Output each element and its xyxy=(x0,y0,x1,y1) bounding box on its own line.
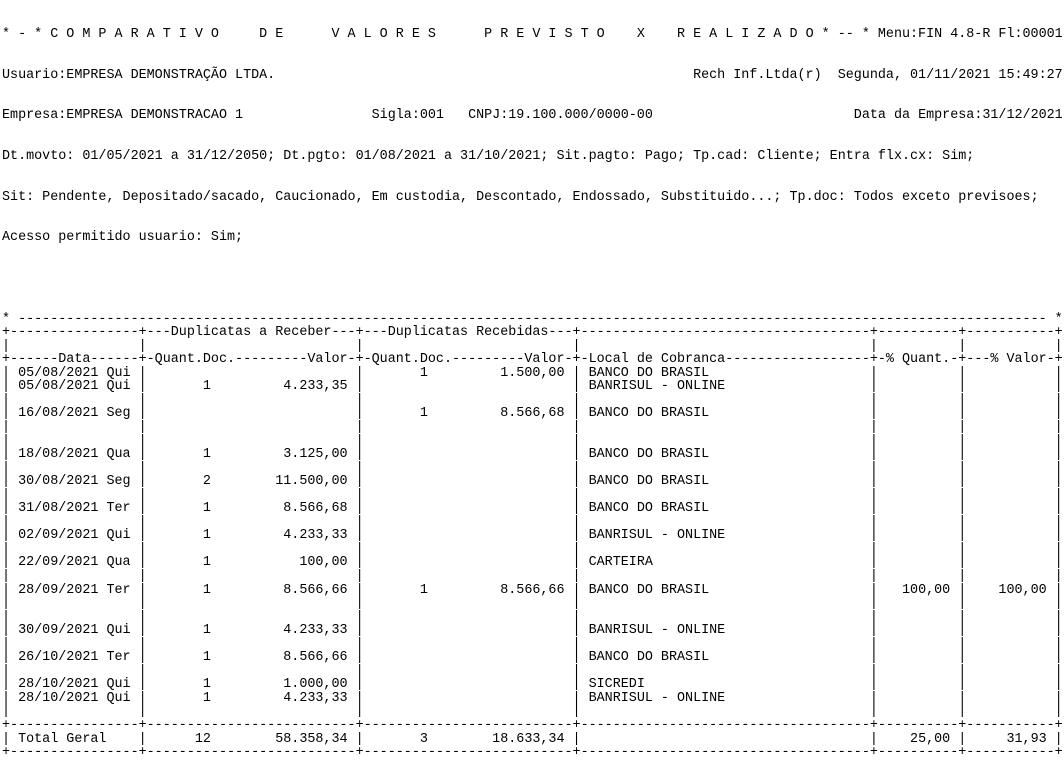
filter-line-access: Acesso permitido usuario: Sim; xyxy=(2,231,1064,245)
company-name: Empresa:EMPRESA DEMONSTRACAO 1 xyxy=(2,108,244,124)
filter-line-dates: Dt.movto: 01/05/2021 a 31/12/2050; Dt.pg… xyxy=(2,150,1064,164)
filter-access-text: Acesso permitido usuario: Sim; xyxy=(2,230,244,246)
filter-line-situations: Sit: Pendente, Depositado/sacado, Caucio… xyxy=(2,191,1064,205)
vendor-name: Rech Inf.Ltda(r) xyxy=(693,67,822,83)
filter-dates-text: Dt.movto: 01/05/2021 a 31/12/2050; Dt.pg… xyxy=(2,149,975,165)
menu-reference: Menu:FIN 4.8-R Fl:00001 xyxy=(877,27,1063,43)
report-screen: * - * C O M P A R A T I V O D E V A L O … xyxy=(2,28,1064,759)
report-title: * - * C O M P A R A T I V O D E V A L O … xyxy=(2,27,870,43)
blank-line xyxy=(2,272,1064,286)
user-name: Usuario:EMPRESA DEMONSTRAÇÃO LTDA. xyxy=(2,67,276,83)
report-datetime: Segunda, 01/11/2021 15:49:27 xyxy=(837,67,1063,83)
company-cnpj: CNPJ:19.100.000/0000-00 xyxy=(468,108,653,124)
company-sigla: Sigla:001 xyxy=(371,108,444,124)
filter-situations-text: Sit: Pendente, Depositado/sacado, Caucio… xyxy=(2,189,1039,205)
company-date: Data da Empresa:31/12/2021 xyxy=(853,108,1063,124)
report-table: * --------------------------------------… xyxy=(2,311,1063,761)
company-line: Empresa:EMPRESA DEMONSTRACAO 1 Sigla:001… xyxy=(2,109,1064,123)
user-line: Usuario:EMPRESA DEMONSTRAÇÃO LTDA. Rech … xyxy=(2,69,1064,83)
title-line: * - * C O M P A R A T I V O D E V A L O … xyxy=(2,28,1064,42)
